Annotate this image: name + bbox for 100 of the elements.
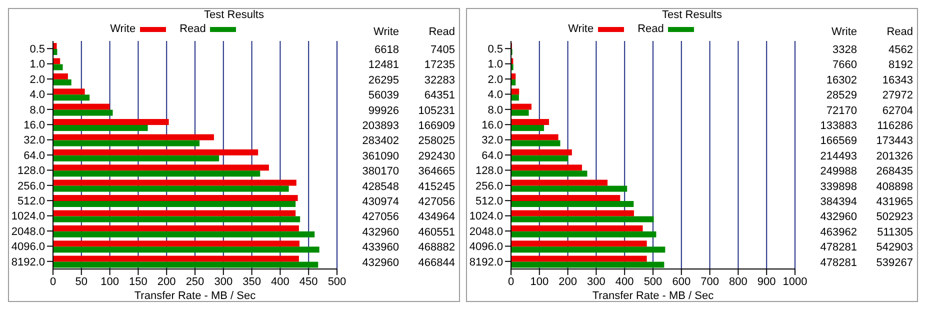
y-tick-label: 512.0 [475, 196, 503, 208]
y-tick-label: 1.0 [30, 58, 45, 71]
x-tick-label: 900 [757, 276, 776, 288]
text: 427056 [362, 211, 399, 224]
y-tick-label: 32.0 [482, 134, 503, 147]
text: 105231 [418, 104, 455, 117]
text: 56039 [368, 90, 399, 102]
x-tick-label: 700 [700, 276, 719, 288]
text: 8192 [888, 59, 913, 72]
text: Write [832, 26, 857, 38]
text: 361090 [362, 150, 399, 162]
y-tick-label: 4.0 [488, 89, 503, 102]
y-tick-label: 4096.0 [11, 241, 45, 254]
y-tick-label: 64.0 [482, 150, 503, 162]
text: 415245 [418, 180, 455, 193]
x-tick-label: 200 [558, 276, 577, 288]
x-tick-label: 600 [672, 276, 691, 288]
y-tick-label: 16.0 [24, 120, 45, 132]
x-tick-label: 400 [271, 276, 290, 288]
x-tick-label: 500 [644, 276, 662, 288]
y-tick-label: 128.0 [17, 165, 45, 178]
x-tick-label: 150 [129, 276, 148, 288]
text: 432960 [362, 256, 399, 269]
text: 380170 [362, 166, 399, 178]
y-tick-label: 2.0 [30, 74, 45, 86]
x-tick-label: 300 [587, 276, 606, 288]
text: 283402 [362, 135, 399, 148]
text: 3328 [832, 44, 857, 56]
x-tick-label: 100 [530, 276, 549, 288]
text: 502923 [876, 211, 913, 224]
text: Read [428, 26, 455, 38]
text: Read [886, 26, 913, 38]
text: 203893 [362, 120, 399, 132]
legend-label: Read [180, 23, 207, 35]
x-tick-label: 300 [214, 276, 233, 288]
y-tick-label: 0.5 [488, 44, 503, 56]
x-tick-label: 100 [100, 276, 119, 288]
text: 7405 [430, 44, 455, 56]
x-tick-label: 800 [729, 276, 748, 288]
text: 460551 [418, 226, 455, 238]
y-tick-label: 4.0 [30, 89, 45, 102]
text: Write [374, 26, 399, 38]
y-tick-label: 8192.0 [11, 256, 45, 268]
text: 7660 [832, 59, 857, 72]
x-tick-label: 50 [75, 276, 88, 288]
text: 478281 [820, 242, 857, 254]
text: 339898 [820, 180, 857, 193]
y-tick-label: 1024.0 [469, 210, 503, 223]
y-tick-label: 512.0 [17, 196, 45, 208]
x-tick-label: 350 [242, 276, 261, 288]
text: 433960 [362, 242, 399, 254]
text: 166569 [820, 135, 857, 148]
x-tick-label: 250 [186, 276, 204, 288]
y-tick-label: 2.0 [488, 74, 503, 86]
text: 478281 [820, 256, 857, 269]
x-axis-title: Transfer Rate - MB / Sec [134, 290, 256, 302]
text: 32283 [424, 74, 455, 86]
text: 26295 [368, 74, 399, 86]
text: 62704 [882, 104, 913, 117]
chart-title: Test Results [203, 9, 265, 23]
text: 72170 [826, 104, 857, 117]
text: 431965 [876, 196, 913, 208]
x-tick-label: 200 [157, 276, 176, 288]
text: 17235 [424, 59, 455, 72]
text: 28529 [826, 90, 857, 102]
text: 466844 [418, 256, 455, 269]
text: 384394 [820, 196, 857, 208]
text: 12481 [368, 59, 399, 72]
text: 6618 [374, 44, 399, 56]
text: 27972 [882, 90, 913, 102]
text: 539267 [876, 256, 913, 269]
text: 428548 [362, 180, 399, 193]
text: 463962 [820, 226, 857, 238]
y-tick-label: 16.0 [482, 120, 503, 132]
x-tick-label: 450 [299, 276, 318, 288]
text: 201326 [876, 150, 913, 162]
text: 430974 [362, 196, 399, 208]
y-tick-label: 128.0 [475, 165, 503, 178]
y-tick-label: 64.0 [24, 150, 45, 162]
legend-label: Write [568, 23, 595, 35]
text: 258025 [418, 135, 455, 148]
text: 542903 [876, 242, 913, 254]
text: 434964 [418, 211, 455, 224]
x-tick-label: 1000 [782, 276, 808, 288]
text: 468882 [418, 242, 455, 254]
y-tick-label: 1024.0 [11, 210, 45, 223]
x-tick-label: 500 [328, 276, 346, 288]
text: 408898 [876, 180, 913, 193]
x-tick-label: 0 [508, 276, 514, 288]
text: 133883 [820, 120, 857, 132]
y-tick-label: 8.0 [488, 104, 503, 116]
y-tick-label: 2048.0 [469, 226, 503, 238]
text: 166909 [418, 120, 455, 132]
text: 292430 [418, 150, 455, 162]
legend-label: Write [110, 23, 137, 35]
y-tick-label: 2048.0 [11, 226, 45, 238]
y-tick-label: 4096.0 [469, 241, 503, 254]
text: 16302 [826, 74, 857, 86]
text: 4562 [888, 44, 913, 56]
text: 432960 [362, 226, 399, 238]
